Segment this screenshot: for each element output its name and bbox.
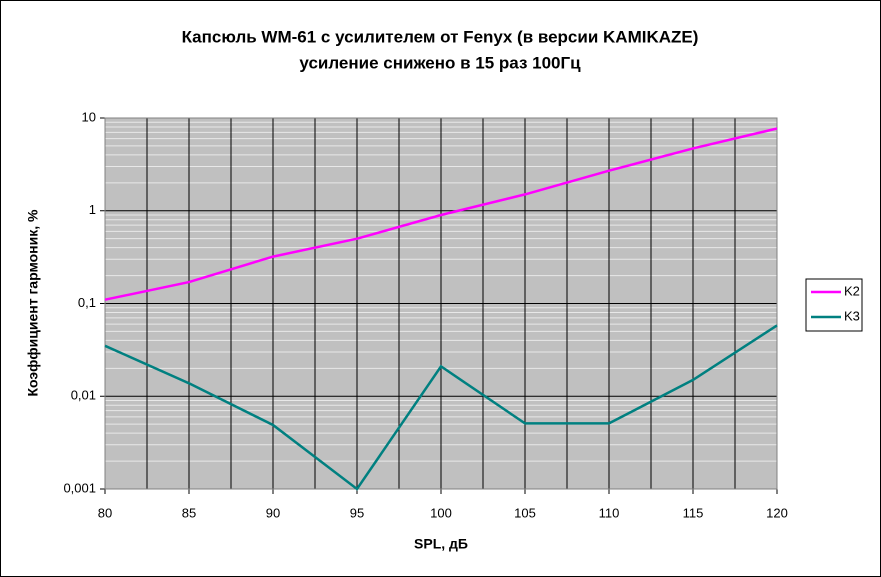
x-tick-label: 110 <box>599 505 620 520</box>
series-line <box>104 127 778 301</box>
x-tick-label: 100 <box>430 505 452 520</box>
legend-box <box>805 278 863 332</box>
y-tick-label: 0,01 <box>71 388 96 403</box>
x-tick-label: 105 <box>514 505 536 520</box>
x-tick-label: 115 <box>683 505 704 520</box>
legend-label: K2 <box>844 283 860 298</box>
y-tick-label: 0,001 <box>63 480 96 495</box>
plot-border <box>104 117 778 490</box>
y-tick-label: 10 <box>82 109 96 124</box>
y-tick-label: 1 <box>89 202 96 217</box>
x-tick-label: 90 <box>266 505 280 520</box>
x-tick-label: 120 <box>766 505 788 520</box>
x-tick-label: 80 <box>98 505 112 520</box>
series-line <box>104 324 778 491</box>
legend-label: K3 <box>844 308 860 323</box>
y-axis-label: Коэффициент гармоник, % <box>25 209 41 397</box>
chart-title: Капсюль WM-61 с усилителем от Fenyx (в в… <box>182 27 699 46</box>
x-tick-label: 85 <box>182 505 196 520</box>
x-axis-label: SPL, дБ <box>414 536 468 552</box>
chart-subtitle: усиление снижено в 15 раз 100Гц <box>299 53 581 72</box>
x-tick-label: 95 <box>350 505 364 520</box>
y-tick-label: 0,1 <box>78 295 96 310</box>
